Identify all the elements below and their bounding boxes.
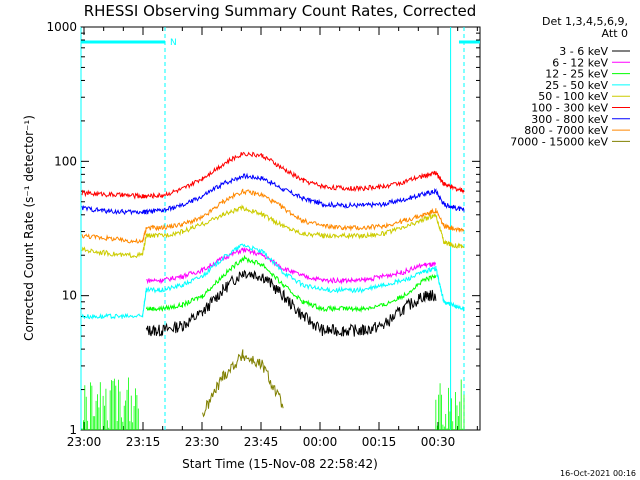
x-tick-label-4: 00:00 — [303, 435, 338, 449]
series-line-0 — [145, 269, 437, 337]
series-line-5 — [81, 151, 465, 200]
x-tick-label-0: 23:00 — [67, 435, 102, 449]
x-tick-label-3: 23:45 — [244, 435, 279, 449]
legend-entry-1: 6 - 12 keV — [552, 56, 608, 69]
night-marker-label: N — [170, 38, 177, 48]
legend-entry-6: 300 - 800 keV — [531, 113, 608, 126]
plot-frame — [80, 26, 481, 431]
y-tick-label-3: 1000 — [46, 20, 77, 34]
chart-title: RHESSI Observing Summary Count Rates, Co… — [84, 2, 477, 20]
x-tick-label-1: 23:15 — [126, 435, 161, 449]
y-tick-label-1: 10 — [62, 289, 77, 303]
x-tick-label-6: 00:30 — [421, 435, 456, 449]
detector-info: Det 1,3,4,5,6,9, Att 0 — [542, 15, 628, 40]
x-tick-label-2: 23:30 — [185, 435, 220, 449]
legend-entry-8: 7000 - 15000 keV — [510, 135, 608, 148]
legend-entry-7: 800 - 7000 keV — [524, 124, 608, 137]
plot-area: N 1 10 100 1000 23:00 23:15 23:30 23:45 00:00 00:1… — [46, 20, 481, 449]
x-tick-label-5: 00:15 — [362, 435, 397, 449]
footer-date: 16-Oct-2021 00:16 — [560, 469, 636, 478]
series-line-3 — [81, 243, 465, 320]
series-line-6 — [81, 172, 465, 216]
legend-entry-0: 3 - 6 keV — [559, 45, 608, 58]
legend-entry-4: 50 - 100 keV — [538, 90, 608, 103]
series-line-8 — [202, 349, 284, 418]
legend-entry-3: 25 - 50 keV — [545, 79, 608, 92]
y-axis-label: Corrected Count Rate (s⁻¹ detector⁻¹) — [22, 115, 36, 341]
y-tick-label-0: 1 — [69, 423, 77, 437]
series-line-2 — [145, 254, 437, 313]
legend-entry-5: 100 - 300 keV — [531, 102, 608, 115]
legend-entry-2: 12 - 25 keV — [545, 68, 608, 81]
x-axis-label: Start Time (15-Nov-08 22:58:42) — [182, 457, 378, 471]
detector-info-line-1: Det 1,3,4,5,6,9, — [542, 15, 628, 28]
detector-info-line-2: Att 0 — [602, 27, 628, 40]
y-tick-label-2: 100 — [54, 154, 77, 168]
series-line-4 — [81, 204, 465, 259]
series-line-7 — [81, 188, 465, 244]
series-line-1 — [146, 246, 436, 285]
